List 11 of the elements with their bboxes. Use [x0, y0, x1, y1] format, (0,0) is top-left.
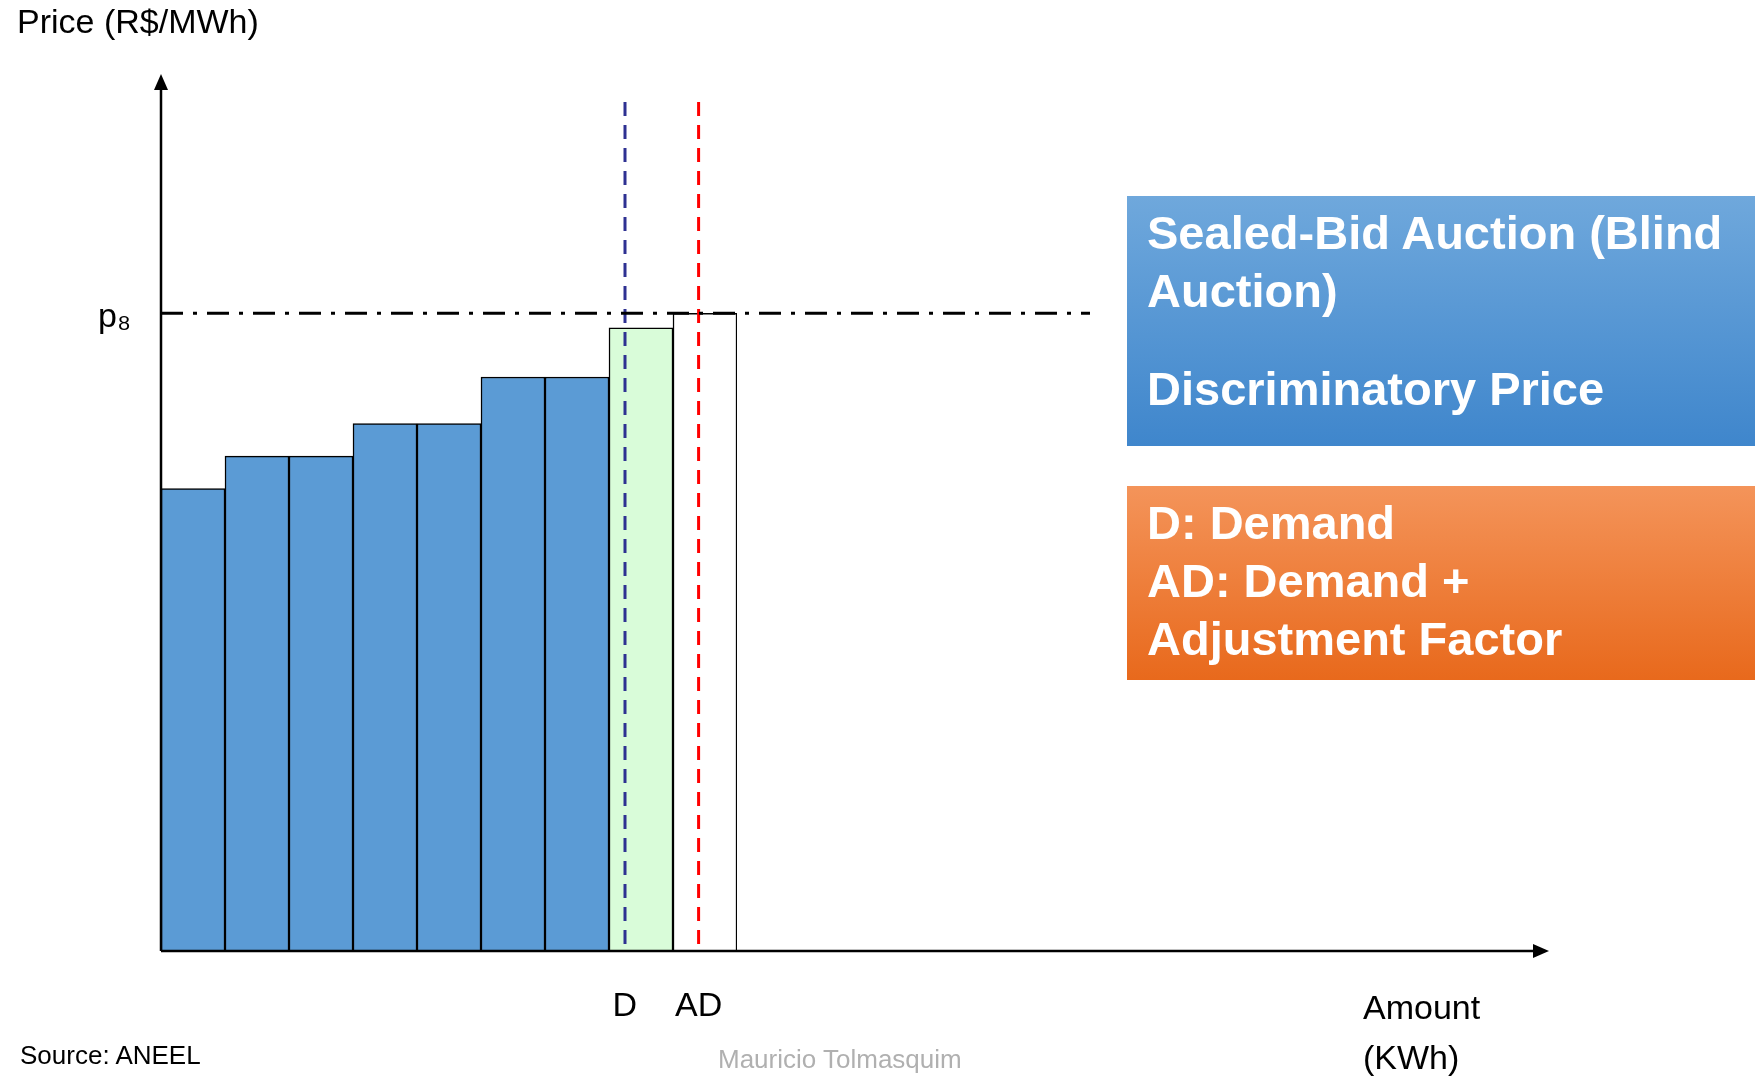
text: D: Demand — [1147, 495, 1397, 551]
text: Amount (KWh) — [1363, 987, 1482, 1077]
text: AD: Demand + Adjustment Factor — [1147, 553, 1564, 667]
text: Price (R$/MWh) — [17, 2, 259, 41]
ref-line-label: p₈ — [97, 295, 131, 334]
text: Discriminatory Price — [1147, 361, 1606, 417]
text: Mauricio Tolmasquim — [718, 1044, 962, 1075]
text: D — [612, 985, 638, 1024]
text: Sealed-Bid Auction (Blind Auction) — [1147, 205, 1724, 319]
source-note: Source: ANEEL — [20, 1040, 201, 1071]
text: AD — [675, 985, 723, 1024]
